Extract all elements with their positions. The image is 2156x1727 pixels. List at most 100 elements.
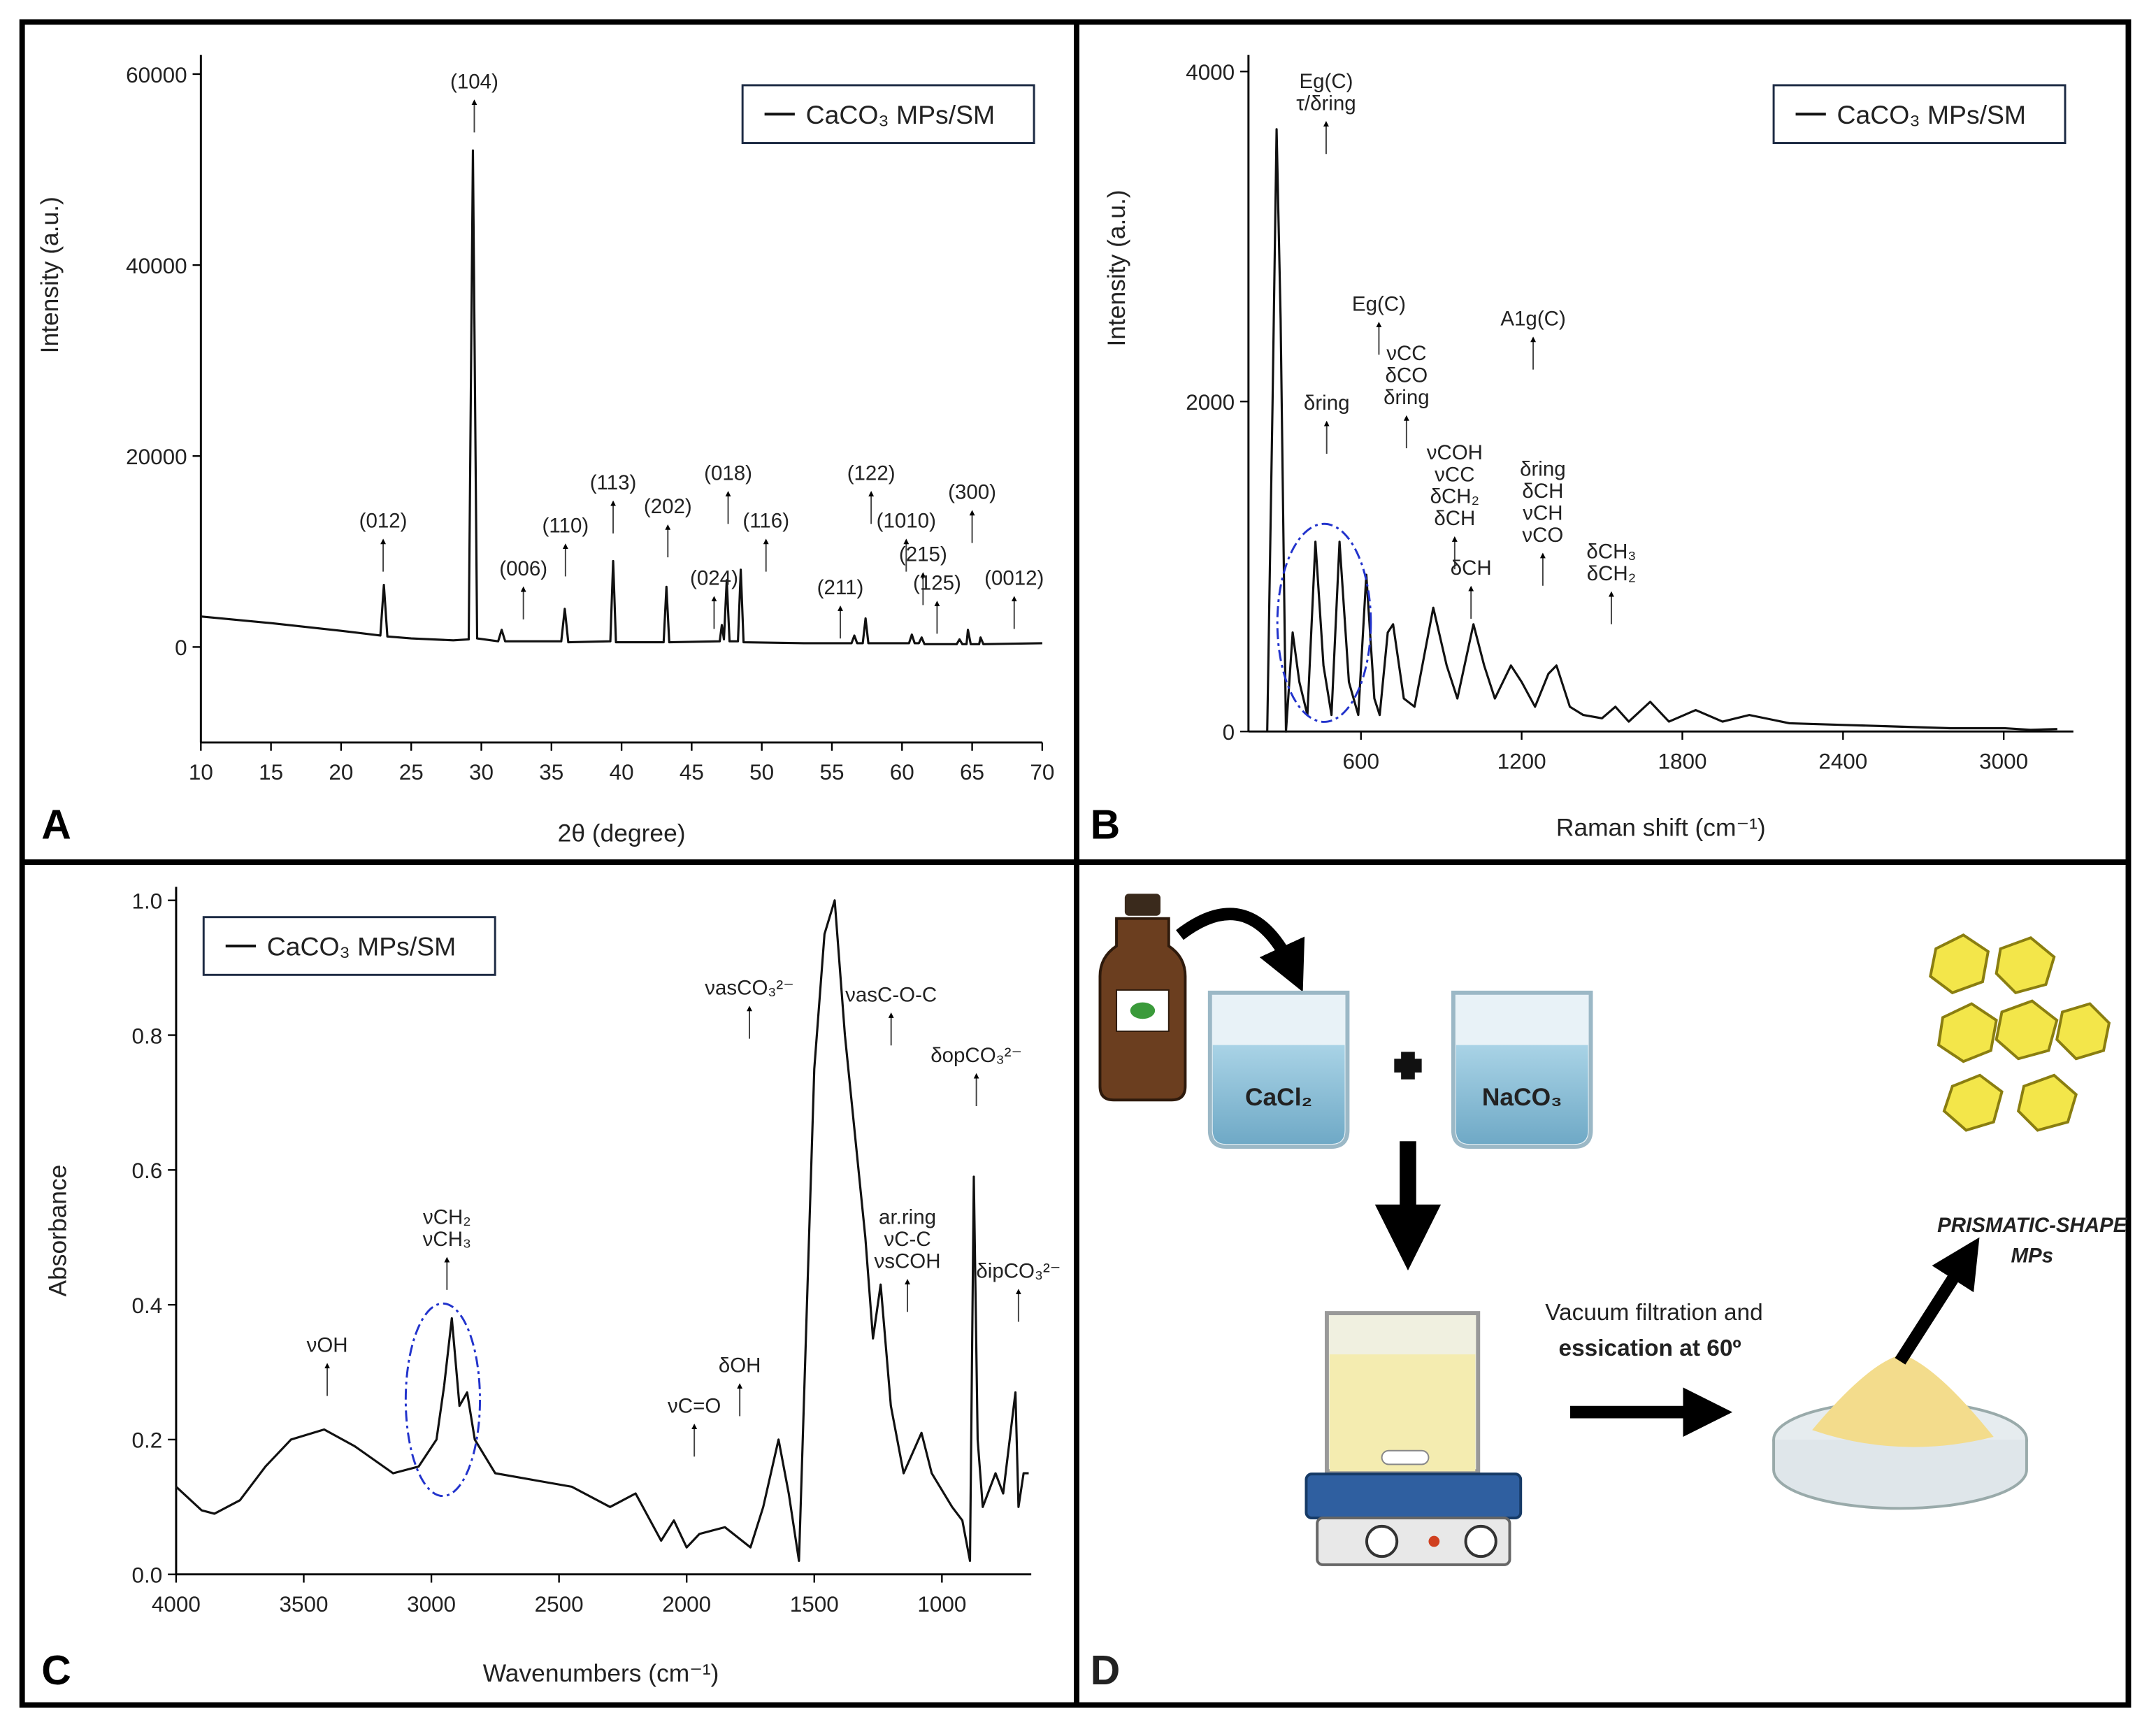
peak-label: δCH [1522, 480, 1563, 503]
peak-label: δipCO₃²⁻ [976, 1260, 1061, 1283]
x-tick-label: 2500 [535, 1592, 584, 1617]
y-tick-label: 0 [175, 636, 187, 660]
peak-label: νCOH [1427, 441, 1483, 464]
peak-label: δopCO₃²⁻ [930, 1044, 1022, 1067]
x-tick-label: 60 [890, 760, 914, 784]
y-axis-label: Intensity (a.u.) [36, 196, 64, 353]
peak-label: δOH [719, 1354, 761, 1377]
peak-label: (125) [913, 571, 961, 594]
peak-label: νCH₂ [423, 1205, 471, 1228]
peak-label: νCO [1522, 524, 1563, 547]
peak-label: δring [1520, 457, 1566, 480]
x-tick-label: 15 [259, 760, 283, 784]
data-line [201, 149, 1042, 645]
plus-sign [1394, 1052, 1422, 1080]
peak-label: δCO [1386, 364, 1428, 387]
x-tick-label: 3000 [407, 1592, 456, 1617]
product-text: MPs [2011, 1244, 2053, 1267]
peak-label: δCH [1434, 507, 1475, 530]
peak-label: (116) [742, 510, 789, 533]
legend-label: CaCO₃ MPs/SM [267, 932, 457, 961]
x-tick-label: 1000 [917, 1592, 966, 1617]
x-tick-label: 1200 [1497, 749, 1546, 773]
peak-label: Eg(C) [1352, 292, 1406, 315]
peak-label: δCH₂ [1430, 485, 1479, 508]
y-tick-label: 0 [1223, 720, 1235, 745]
x-tick-label: 4000 [152, 1592, 201, 1617]
peak-label: ar.ring [879, 1205, 936, 1228]
step-text: Vacuum filtration and [1545, 1300, 1763, 1326]
x-tick-label: 25 [399, 760, 424, 784]
peak-label: (1010) [877, 510, 936, 533]
x-tick-label: 30 [469, 760, 494, 784]
peak-label: δCH₂ [1587, 562, 1636, 585]
peak-label: νasCO₃²⁻ [705, 977, 794, 1000]
peak-label: (012) [359, 510, 408, 533]
peak-label: (024) [690, 567, 738, 590]
crystals [1929, 933, 2111, 1132]
panel-letter: B [1091, 802, 1121, 848]
x-tick-label: 10 [189, 760, 213, 784]
peak-label: νsCOH [875, 1249, 941, 1273]
data-line [175, 899, 1029, 1563]
peak-label: νCH [1523, 501, 1562, 524]
peak-label: (215) [899, 543, 947, 566]
y-axis-label: Absorbance [45, 1165, 72, 1297]
peak-label: (0012) [984, 567, 1044, 590]
peak-label: δCH [1451, 557, 1492, 580]
x-tick-label: 20 [329, 760, 353, 784]
peak-label: νC=O [668, 1394, 721, 1417]
step-text: essication at 60º [1559, 1335, 1741, 1361]
x-tick-label: 1500 [790, 1592, 839, 1617]
y-tick-label: 0.2 [132, 1428, 163, 1453]
panel-letter: A [41, 802, 71, 848]
x-tick-label: 45 [680, 760, 704, 784]
x-tick-label: 2000 [662, 1592, 711, 1617]
peak-label: (202) [644, 495, 692, 518]
peak-label: (006) [499, 557, 547, 580]
stirrer [1305, 1311, 1523, 1566]
petri-dish [1772, 1354, 2028, 1510]
y-tick-label: 40000 [126, 254, 187, 278]
peak-label: (110) [542, 514, 589, 537]
x-tick-label: 55 [819, 760, 844, 784]
panel-letter: C [41, 1647, 71, 1693]
x-tick-label: 70 [1030, 760, 1054, 784]
y-axis-label: Intensity (a.u.) [1103, 189, 1130, 346]
x-tick-label: 3000 [1979, 749, 2028, 773]
peak-label: (211) [817, 576, 864, 599]
beaker-label: NaCO₃ [1482, 1084, 1562, 1111]
highlight-ellipse [1276, 522, 1372, 723]
y-tick-label: 0.8 [132, 1024, 163, 1048]
y-tick-label: 2000 [1186, 390, 1235, 415]
y-tick-label: 0.6 [132, 1159, 163, 1183]
peak-label: νOH [307, 1334, 348, 1357]
x-tick-label: 1800 [1658, 749, 1706, 773]
peak-label: νC-C [884, 1228, 930, 1251]
y-tick-label: 4000 [1186, 60, 1235, 85]
peak-label: τ/δring [1296, 92, 1356, 115]
y-tick-label: 0.0 [132, 1563, 163, 1588]
x-tick-label: 600 [1343, 749, 1379, 773]
peak-label: δring [1384, 386, 1430, 409]
x-axis-label: Raman shift (cm⁻¹) [1556, 815, 1766, 842]
x-axis-label: Wavenumbers (cm⁻¹) [483, 1660, 719, 1687]
data-line [1266, 128, 2057, 733]
x-tick-label: 2400 [1818, 749, 1867, 773]
x-tick-label: 40 [610, 760, 634, 784]
peak-label: δCH₃ [1586, 540, 1636, 563]
beaker [1451, 990, 1593, 1149]
peak-label: (018) [704, 461, 752, 485]
y-tick-label: 60000 [126, 63, 187, 87]
peak-label: (104) [450, 70, 498, 93]
product-text: PRISMATIC-SHAPE [1937, 1214, 2128, 1237]
peak-label: Eg(C) [1299, 70, 1353, 93]
highlight-ellipse [404, 1302, 482, 1498]
peak-label: νCC [1435, 463, 1474, 486]
x-tick-label: 3500 [280, 1592, 329, 1617]
panel-letter: D [1091, 1647, 1121, 1693]
peak-label: (122) [847, 461, 896, 485]
x-tick-label: 65 [960, 760, 984, 784]
peak-label: νCC [1386, 342, 1426, 365]
